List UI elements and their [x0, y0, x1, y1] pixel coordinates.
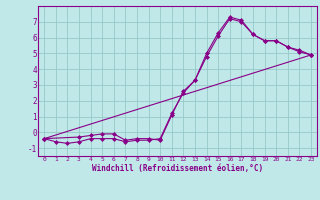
X-axis label: Windchill (Refroidissement éolien,°C): Windchill (Refroidissement éolien,°C)	[92, 164, 263, 173]
